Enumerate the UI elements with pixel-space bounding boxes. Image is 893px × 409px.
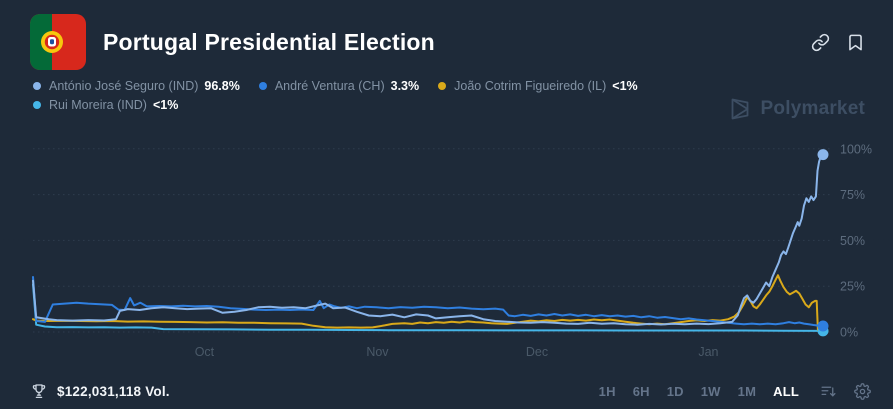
range-6h[interactable]: 6H: [632, 383, 650, 399]
series-line-jo-o-cotrim-figueiredo-il-: [32, 274, 824, 332]
x-axis-label: Jan: [698, 345, 718, 359]
time-range-controls: 1H 6H 1D 1W 1M ALL: [598, 382, 871, 400]
legend-name: António José Seguro (IND): [49, 79, 199, 93]
legend-item-ventura: André Ventura (CH) 3.3%: [258, 79, 420, 93]
y-axis-label: 75%: [840, 188, 865, 202]
ventura-dot-icon: [258, 82, 267, 90]
seguro-dot-icon: [33, 82, 41, 90]
legend-item-moreira: Rui Moreira (IND) <1%: [33, 98, 178, 112]
volume-text: $122,031,118 Vol.: [57, 383, 170, 399]
sort-descending-icon[interactable]: [820, 383, 837, 400]
x-axis-label: Dec: [526, 345, 548, 359]
legend-value: <1%: [152, 98, 179, 112]
header: Portugal Presidential Election: [0, 0, 893, 70]
link-icon[interactable]: [811, 33, 830, 52]
moreira-dot-icon: [33, 101, 41, 109]
legend-item-figueiredo: João Cotrim Figueiredo (IL) <1%: [438, 79, 638, 93]
legend: António José Seguro (IND) 96.8% André Ve…: [33, 79, 893, 112]
y-axis-label: 100%: [840, 142, 872, 156]
series-line-rui-moreira-ind-: [32, 283, 824, 332]
range-all[interactable]: ALL: [773, 383, 799, 399]
legend-name: Rui Moreira (IND): [49, 98, 147, 112]
y-axis-label: 0%: [840, 326, 858, 340]
y-axis-label: 25%: [840, 280, 865, 294]
volume: $122,031,118 Vol.: [30, 382, 170, 400]
legend-value: <1%: [612, 79, 638, 93]
x-axis-label: Nov: [366, 345, 389, 359]
legend-value: 96.8%: [204, 79, 240, 93]
y-axis-label: 50%: [840, 234, 865, 248]
series-line-andr-ventura-ch-: [32, 276, 824, 327]
x-axis-label: Oct: [195, 345, 215, 359]
figueiredo-dot-icon: [438, 82, 447, 90]
series-end-dot: [817, 320, 829, 332]
page-title: Portugal Presidential Election: [103, 28, 435, 55]
legend-name: João Cotrim Figueiredo (IL): [454, 79, 607, 93]
settings-gear-icon[interactable]: [854, 382, 871, 400]
polymarket-logo-icon: [731, 98, 748, 120]
range-1w[interactable]: 1W: [700, 383, 721, 399]
range-1m[interactable]: 1M: [737, 383, 757, 399]
price-chart[interactable]: 0% 25% 50% 75% 100% Oct Nov Dec Jan: [0, 130, 893, 365]
series-end-dot: [817, 149, 829, 161]
polymarket-watermark: Polymarket: [728, 96, 865, 122]
range-1d[interactable]: 1D: [666, 383, 684, 399]
range-1h[interactable]: 1H: [598, 383, 616, 399]
legend-item-seguro: António José Seguro (IND) 96.8%: [33, 79, 240, 93]
bookmark-icon[interactable]: [846, 33, 865, 52]
legend-name: André Ventura (CH): [274, 79, 385, 93]
legend-value: 3.3%: [390, 79, 420, 93]
portugal-flag-icon: [30, 14, 86, 70]
header-actions: [811, 33, 865, 52]
series-line-ant-nio-jos-seguro-ind-: [32, 153, 824, 326]
footer: $122,031,118 Vol. 1H 6H 1D 1W 1M ALL: [30, 382, 871, 400]
trophy-icon: [32, 384, 46, 399]
watermark-label: Polymarket: [760, 98, 865, 119]
